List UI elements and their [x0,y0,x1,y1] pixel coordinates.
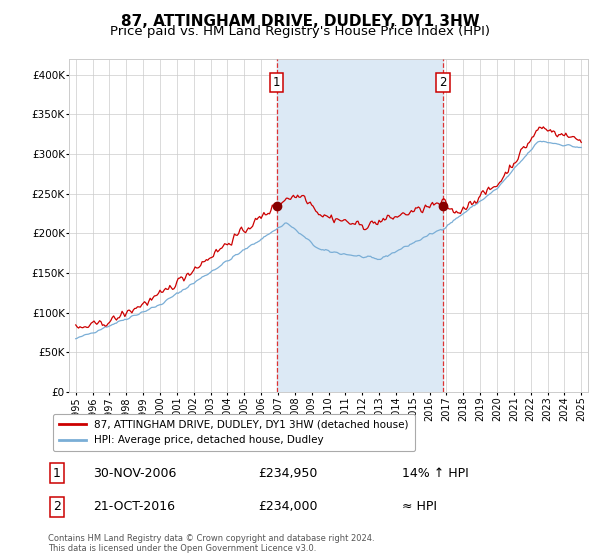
Text: 2: 2 [53,500,61,514]
Text: 14% ↑ HPI: 14% ↑ HPI [402,466,469,480]
Text: 30-NOV-2006: 30-NOV-2006 [93,466,176,480]
Bar [277,59,443,392]
Text: 2: 2 [439,76,447,89]
Text: ≈ HPI: ≈ HPI [402,500,437,514]
Text: 1: 1 [53,466,61,480]
Text: £234,000: £234,000 [258,500,317,514]
Text: £234,950: £234,950 [258,466,317,480]
Text: Contains HM Land Registry data © Crown copyright and database right 2024.
This d: Contains HM Land Registry data © Crown c… [48,534,374,553]
Text: 21-OCT-2016: 21-OCT-2016 [93,500,175,514]
Legend: 87, ATTINGHAM DRIVE, DUDLEY, DY1 3HW (detached house), HPI: Average price, detac: 87, ATTINGHAM DRIVE, DUDLEY, DY1 3HW (de… [53,414,415,451]
Text: 87, ATTINGHAM DRIVE, DUDLEY, DY1 3HW: 87, ATTINGHAM DRIVE, DUDLEY, DY1 3HW [121,14,479,29]
Text: Price paid vs. HM Land Registry's House Price Index (HPI): Price paid vs. HM Land Registry's House … [110,25,490,38]
Text: 1: 1 [273,76,280,89]
